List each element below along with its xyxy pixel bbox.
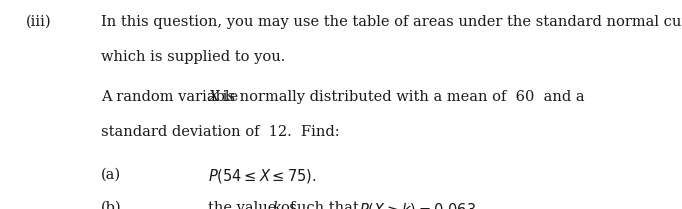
Text: $P(54 \leq X \leq 75)$.: $P(54 \leq X \leq 75)$. <box>208 167 316 185</box>
Text: is normally distributed with a mean of  60  and a: is normally distributed with a mean of 6… <box>218 90 585 104</box>
Text: such that: such that <box>280 201 368 209</box>
Text: the value of: the value of <box>208 201 300 209</box>
Text: X: X <box>209 90 220 104</box>
Text: In this question, you may use the table of areas under the standard normal curve: In this question, you may use the table … <box>101 15 682 29</box>
Text: (iii): (iii) <box>26 15 52 29</box>
Text: which is supplied to you.: which is supplied to you. <box>101 50 285 64</box>
Text: standard deviation of  12.  Find:: standard deviation of 12. Find: <box>101 125 340 139</box>
Text: k: k <box>273 201 282 209</box>
Text: A random variable: A random variable <box>101 90 238 104</box>
Text: $P(X \geq k) = 0{\cdot}063$.: $P(X \geq k) = 0{\cdot}063$. <box>359 201 481 209</box>
Text: (a): (a) <box>101 167 121 181</box>
Text: (b): (b) <box>101 201 121 209</box>
